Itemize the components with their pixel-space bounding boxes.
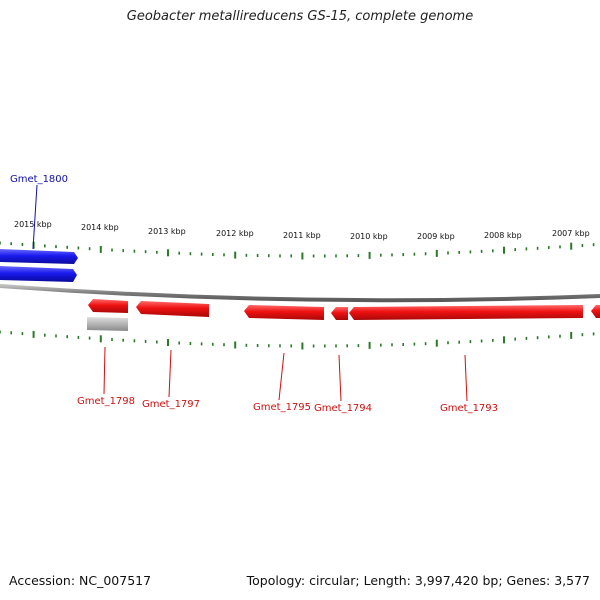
gene-label-gmet-1797[interactable]: Gmet_1797 bbox=[142, 399, 200, 410]
gene-forward-arrow-2[interactable] bbox=[0, 266, 77, 282]
gene-gmet-1798-arrow[interactable] bbox=[88, 299, 128, 313]
genome-summary: Topology: circular; Length: 3,997,420 bp… bbox=[246, 573, 590, 588]
gene-gmet-1793-arrow[interactable] bbox=[349, 305, 583, 320]
scale-labels: 2015 kbp 2014 kbp 2013 kbp 2012 kbp 2011… bbox=[14, 220, 590, 241]
reverse-strand-genes bbox=[87, 299, 600, 331]
scale-label-2012: 2012 kbp bbox=[216, 229, 254, 238]
scale-label-2015: 2015 kbp bbox=[14, 220, 52, 229]
leader-gmet-1795 bbox=[278, 352, 285, 401]
gene-gmet-1800-arrow[interactable] bbox=[0, 249, 78, 264]
gene-gmet-1794-arrow[interactable] bbox=[331, 307, 348, 320]
leader-gmet-1797 bbox=[168, 349, 172, 398]
gene-leader-lines bbox=[32, 184, 468, 402]
gene-label-gmet-1795[interactable]: Gmet_1795 bbox=[253, 402, 311, 413]
forward-strand-genes bbox=[0, 249, 78, 282]
leader-gmet-1793 bbox=[464, 354, 468, 402]
accession-text: Accession: NC_007517 bbox=[9, 573, 152, 588]
leader-gmet-1800 bbox=[32, 184, 38, 250]
gene-label-gmet-1798[interactable]: Gmet_1798 bbox=[77, 396, 135, 407]
scale-label-2007: 2007 kbp bbox=[552, 229, 590, 238]
outer-tick-ring bbox=[0, 241, 595, 260]
map-title: Geobacter metallireducens GS-15, complet… bbox=[126, 9, 474, 24]
scale-label-2011: 2011 kbp bbox=[283, 231, 321, 240]
gene-reverse-partial-arrow[interactable] bbox=[591, 305, 600, 318]
gene-label-gmet-1793[interactable]: Gmet_1793 bbox=[440, 403, 498, 414]
leader-gmet-1794 bbox=[338, 354, 342, 402]
scale-label-2008: 2008 kbp bbox=[484, 231, 522, 240]
scale-label-2013: 2013 kbp bbox=[148, 227, 186, 236]
leader-gmet-1798 bbox=[103, 346, 106, 395]
scale-label-2010: 2010 kbp bbox=[350, 232, 388, 241]
gene-label-gmet-1794[interactable]: Gmet_1794 bbox=[314, 403, 372, 414]
gene-gmet-1795-arrow[interactable] bbox=[244, 305, 324, 320]
gene-label-gmet-1800[interactable]: Gmet_1800 bbox=[10, 174, 68, 185]
pseudo-gene-block[interactable] bbox=[87, 317, 128, 331]
scale-label-2014: 2014 kbp bbox=[81, 223, 119, 232]
gene-labels: Gmet_1800 Gmet_1798 Gmet_1797 Gmet_1795 … bbox=[10, 174, 498, 414]
gene-gmet-1797-arrow[interactable] bbox=[136, 301, 209, 317]
scale-label-2009: 2009 kbp bbox=[417, 232, 455, 241]
inner-tick-ring bbox=[0, 330, 595, 350]
genome-backbone bbox=[0, 284, 600, 303]
